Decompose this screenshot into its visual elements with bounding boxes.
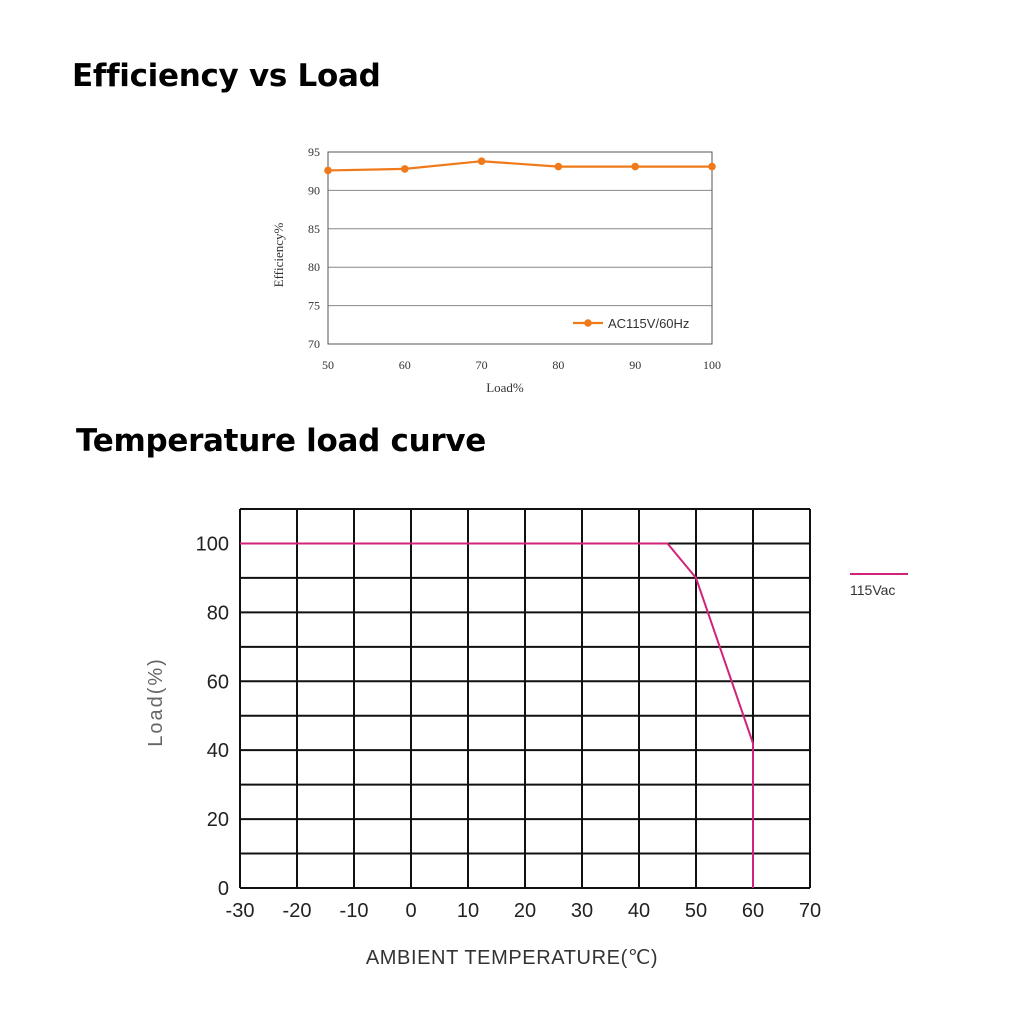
temp-y-tick-label: 0 [218, 878, 229, 900]
eff-y-tick-label: 90 [308, 183, 320, 197]
temp-series-line [240, 542, 754, 888]
temp-x-tick-label: -10 [340, 900, 369, 922]
eff-data-point [401, 165, 409, 173]
temp-x-tick-label: 10 [457, 900, 479, 922]
temp-y-tick-label: 80 [207, 602, 229, 624]
temp-y-tick-label: 100 [196, 533, 229, 555]
temp-x-tick-label: 60 [742, 900, 764, 922]
temp-y-tick-label: 20 [207, 809, 229, 831]
temp-x-axis-label: AMBIENT TEMPERATURE(℃) [366, 947, 658, 969]
temp-x-tick-label: -20 [283, 900, 312, 922]
temp-x-tick-label: 70 [799, 900, 821, 922]
temp-y-axis-label: Load(%) [145, 657, 167, 747]
eff-x-tick-label: 50 [322, 358, 334, 372]
eff-y-tick-label: 85 [308, 222, 320, 236]
eff-y-axis-label: Efficiency% [271, 222, 286, 287]
eff-y-tick-label: 75 [308, 299, 320, 313]
temp-x-tick-label: 50 [685, 900, 707, 922]
efficiency-heading: Efficiency vs Load [72, 58, 381, 94]
eff-x-tick-label: 60 [399, 358, 411, 372]
temperature-heading: Temperature load curve [76, 423, 486, 459]
eff-x-tick-label: 70 [476, 358, 488, 372]
eff-data-point [631, 162, 639, 171]
eff-x-tick-label: 100 [703, 358, 721, 372]
eff-series-line [327, 160, 712, 172]
eff-plot-frame [327, 151, 713, 345]
eff-data-point [708, 162, 716, 171]
eff-y-tick-label: 95 [308, 145, 320, 159]
eff-data-point [554, 162, 563, 171]
temp-x-tick-label: 40 [628, 900, 650, 922]
eff-data-point [477, 157, 486, 166]
eff-x-axis-label: Load% [486, 380, 524, 395]
eff-data-point [324, 166, 332, 175]
eff-legend-label: AC115V/60Hz [608, 316, 689, 331]
temp-x-tick-label: 0 [405, 900, 416, 922]
eff-legend-marker [584, 319, 592, 327]
temp-y-tick-label: 40 [207, 740, 229, 762]
temp-x-tick-label: 30 [571, 900, 593, 922]
temp-x-tick-label: -30 [226, 900, 255, 922]
temp-y-tick-label: 60 [207, 671, 229, 693]
eff-x-tick-label: 90 [629, 358, 641, 372]
temp-legend-label: 115Vac [850, 582, 895, 598]
eff-y-tick-label: 70 [308, 337, 320, 351]
eff-x-tick-label: 80 [552, 358, 564, 372]
eff-y-tick-label: 80 [308, 260, 320, 274]
temp-x-tick-label: 20 [514, 900, 536, 922]
